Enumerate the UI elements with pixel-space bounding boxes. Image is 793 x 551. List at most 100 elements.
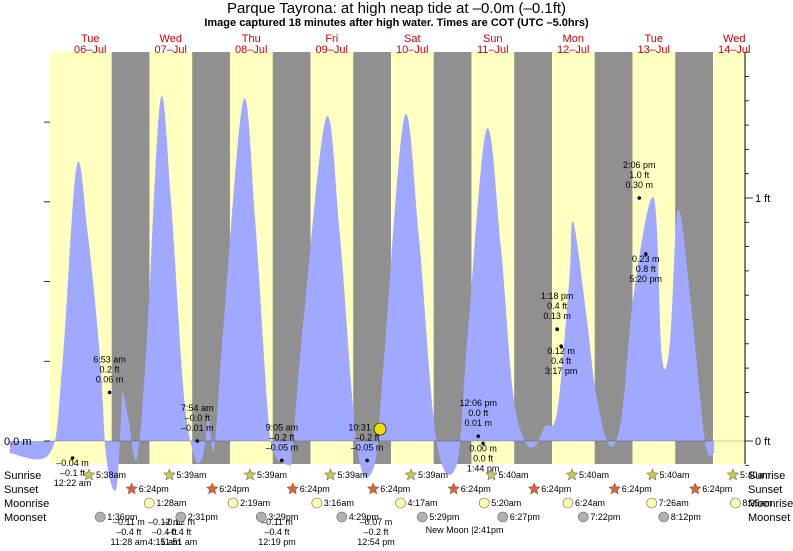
- moonrise-time: 2:19am: [240, 498, 270, 508]
- new-moon-marker: [373, 422, 387, 436]
- tide-label-line: –0.05 m: [266, 442, 299, 452]
- event-rows: Sunrise Sunrise Sunset Sunset Moonrise Moonri…: [4, 468, 793, 535]
- sunrise-icon: [324, 468, 337, 481]
- day-label-dow: Mon: [563, 33, 584, 45]
- tide-point: [481, 441, 485, 446]
- sunrise-time: 5:40am: [579, 470, 609, 480]
- low-label-line: 12:19 pm: [258, 537, 296, 547]
- low-label-line: –0.07 m: [360, 517, 393, 527]
- sunrise-icon: [404, 468, 418, 481]
- sunset-row-label-left: Sunset: [4, 484, 38, 496]
- tide-point: [555, 327, 559, 332]
- moonrise-row-label-left: Moonrise: [4, 498, 49, 510]
- tide-label-line: 5:20 pm: [629, 274, 662, 284]
- new-moon-icon: [373, 422, 387, 436]
- tide-label-line: –0.01 m: [181, 423, 214, 433]
- day-label-date: 06–Jul: [74, 44, 106, 56]
- moonset-time: 6:27pm: [510, 512, 540, 522]
- sunrise-time: 5:40am: [659, 470, 689, 480]
- new-moon-label: New Moon |2:41pm: [426, 525, 504, 535]
- tide-label-line: 0.23 m: [632, 254, 660, 264]
- day-label-date: 12–Jul: [557, 44, 589, 56]
- low-label-line: 12:54 pm: [357, 537, 395, 547]
- sunrise-icon: [726, 468, 740, 481]
- moonrise-icon: [311, 497, 323, 509]
- tide-label-line: –0.1 ft: [60, 468, 86, 478]
- tide-label-line: 0.8 ft: [636, 264, 657, 274]
- tide-label-line: 12:06 pm: [459, 398, 497, 408]
- moonrise-time: 6:24am: [575, 498, 605, 508]
- sunset-icon: [205, 482, 219, 495]
- tide-label-line: 0.2 ft: [100, 364, 121, 374]
- day-label-dow: Thu: [242, 33, 261, 45]
- tide-label-line: 9:05 am: [266, 422, 299, 432]
- sunset-icon: [366, 482, 380, 495]
- moonset-icon: [255, 511, 267, 523]
- moonrise-time: 5:20am: [491, 498, 521, 508]
- sunrise-icon: [485, 468, 498, 481]
- day-labels: Tue06–JulWed07–JulThu08–JulFri09–JulSat1…: [74, 33, 750, 56]
- low-label-line: –0.2 ft: [364, 527, 390, 537]
- tide-label-line: 0.0 ft: [468, 408, 489, 418]
- sunrise-time: 5:39am: [176, 470, 206, 480]
- tide-label-line: 1:44 pm: [467, 463, 500, 473]
- tide-label-line: 0.4 ft: [551, 356, 572, 366]
- tide-label-line: –0.2 ft: [269, 432, 295, 442]
- day-label-date: 11–Jul: [477, 44, 509, 56]
- sunset-time: 6:24pm: [300, 484, 330, 494]
- tide-point: [559, 344, 563, 349]
- sunrise-time: 5:39am: [337, 470, 367, 480]
- chart-title: Parque Tayrona: at high neap tide at –0.…: [226, 0, 567, 17]
- tide-area: [9, 95, 715, 491]
- moonset-time: 7:22pm: [590, 512, 620, 522]
- moonset-icon: [658, 511, 670, 523]
- day-label-date: 08–Jul: [235, 44, 267, 56]
- tide-point: [476, 434, 481, 438]
- low-label-line: –0.12 m: [163, 517, 196, 527]
- moonrise-row-label-right: Moonrise: [748, 498, 793, 510]
- low-label-line: 4:15 am: [148, 537, 181, 547]
- moonrise-icon: [227, 497, 239, 509]
- low-label-line: –0.11 m: [113, 517, 145, 527]
- day-label-dow: Wed: [160, 33, 182, 45]
- moonset-icon: [336, 511, 348, 523]
- tide-label-line: 0.12 m: [547, 346, 575, 356]
- sunrise-time: 5:40am: [740, 470, 770, 480]
- tide-label-line: 0.30 m: [626, 180, 654, 190]
- tide-point: [637, 196, 642, 200]
- moonrise-time: 4:17am: [408, 498, 438, 508]
- sunrise-time: 5:38am: [96, 470, 126, 480]
- sunrise-icon: [646, 468, 659, 481]
- sunset-time: 6:24pm: [461, 484, 491, 494]
- moonrise-icon: [646, 497, 657, 509]
- moonset-icon: [175, 511, 187, 523]
- sunset-time: 6:24pm: [622, 484, 652, 494]
- left-axis-label: 0.0 m: [4, 436, 32, 448]
- day-label-date: 07–Jul: [155, 44, 187, 56]
- sunrise-time: 5:39am: [257, 470, 287, 480]
- sunset-time: 6:24pm: [702, 484, 732, 494]
- day-label-dow: Wed: [723, 33, 745, 45]
- tide-label-line: 2:06 pm: [623, 160, 656, 170]
- moonset-time: 8:12pm: [671, 512, 701, 522]
- moonset-time: 1:36pm: [107, 512, 137, 522]
- tide-label-line: 1.0 ft: [629, 170, 650, 180]
- moonset-row-label-right: Moonset: [748, 512, 790, 524]
- sunset-icon: [527, 482, 541, 495]
- sunset-icon: [447, 482, 461, 495]
- sunset-icon: [688, 482, 702, 495]
- moonset-time: 3:29pm: [268, 512, 298, 522]
- tide-label-line: 0.4 ft: [547, 301, 568, 311]
- moonset-time: 2:31pm: [188, 512, 218, 522]
- night-band: [111, 52, 150, 464]
- day-label-date: 14–Jul: [718, 44, 750, 56]
- night-band: [514, 52, 552, 464]
- moonrise-time: 3:16am: [324, 498, 354, 508]
- tide-label-line: 0.06 m: [96, 374, 124, 384]
- tide-point: [107, 390, 112, 395]
- day-label-dow: Fri: [325, 33, 338, 45]
- moonset-icon: [497, 511, 509, 523]
- tide-label-line: –0.04 m: [56, 458, 89, 468]
- low-label-line: –0.4 ft: [166, 527, 192, 537]
